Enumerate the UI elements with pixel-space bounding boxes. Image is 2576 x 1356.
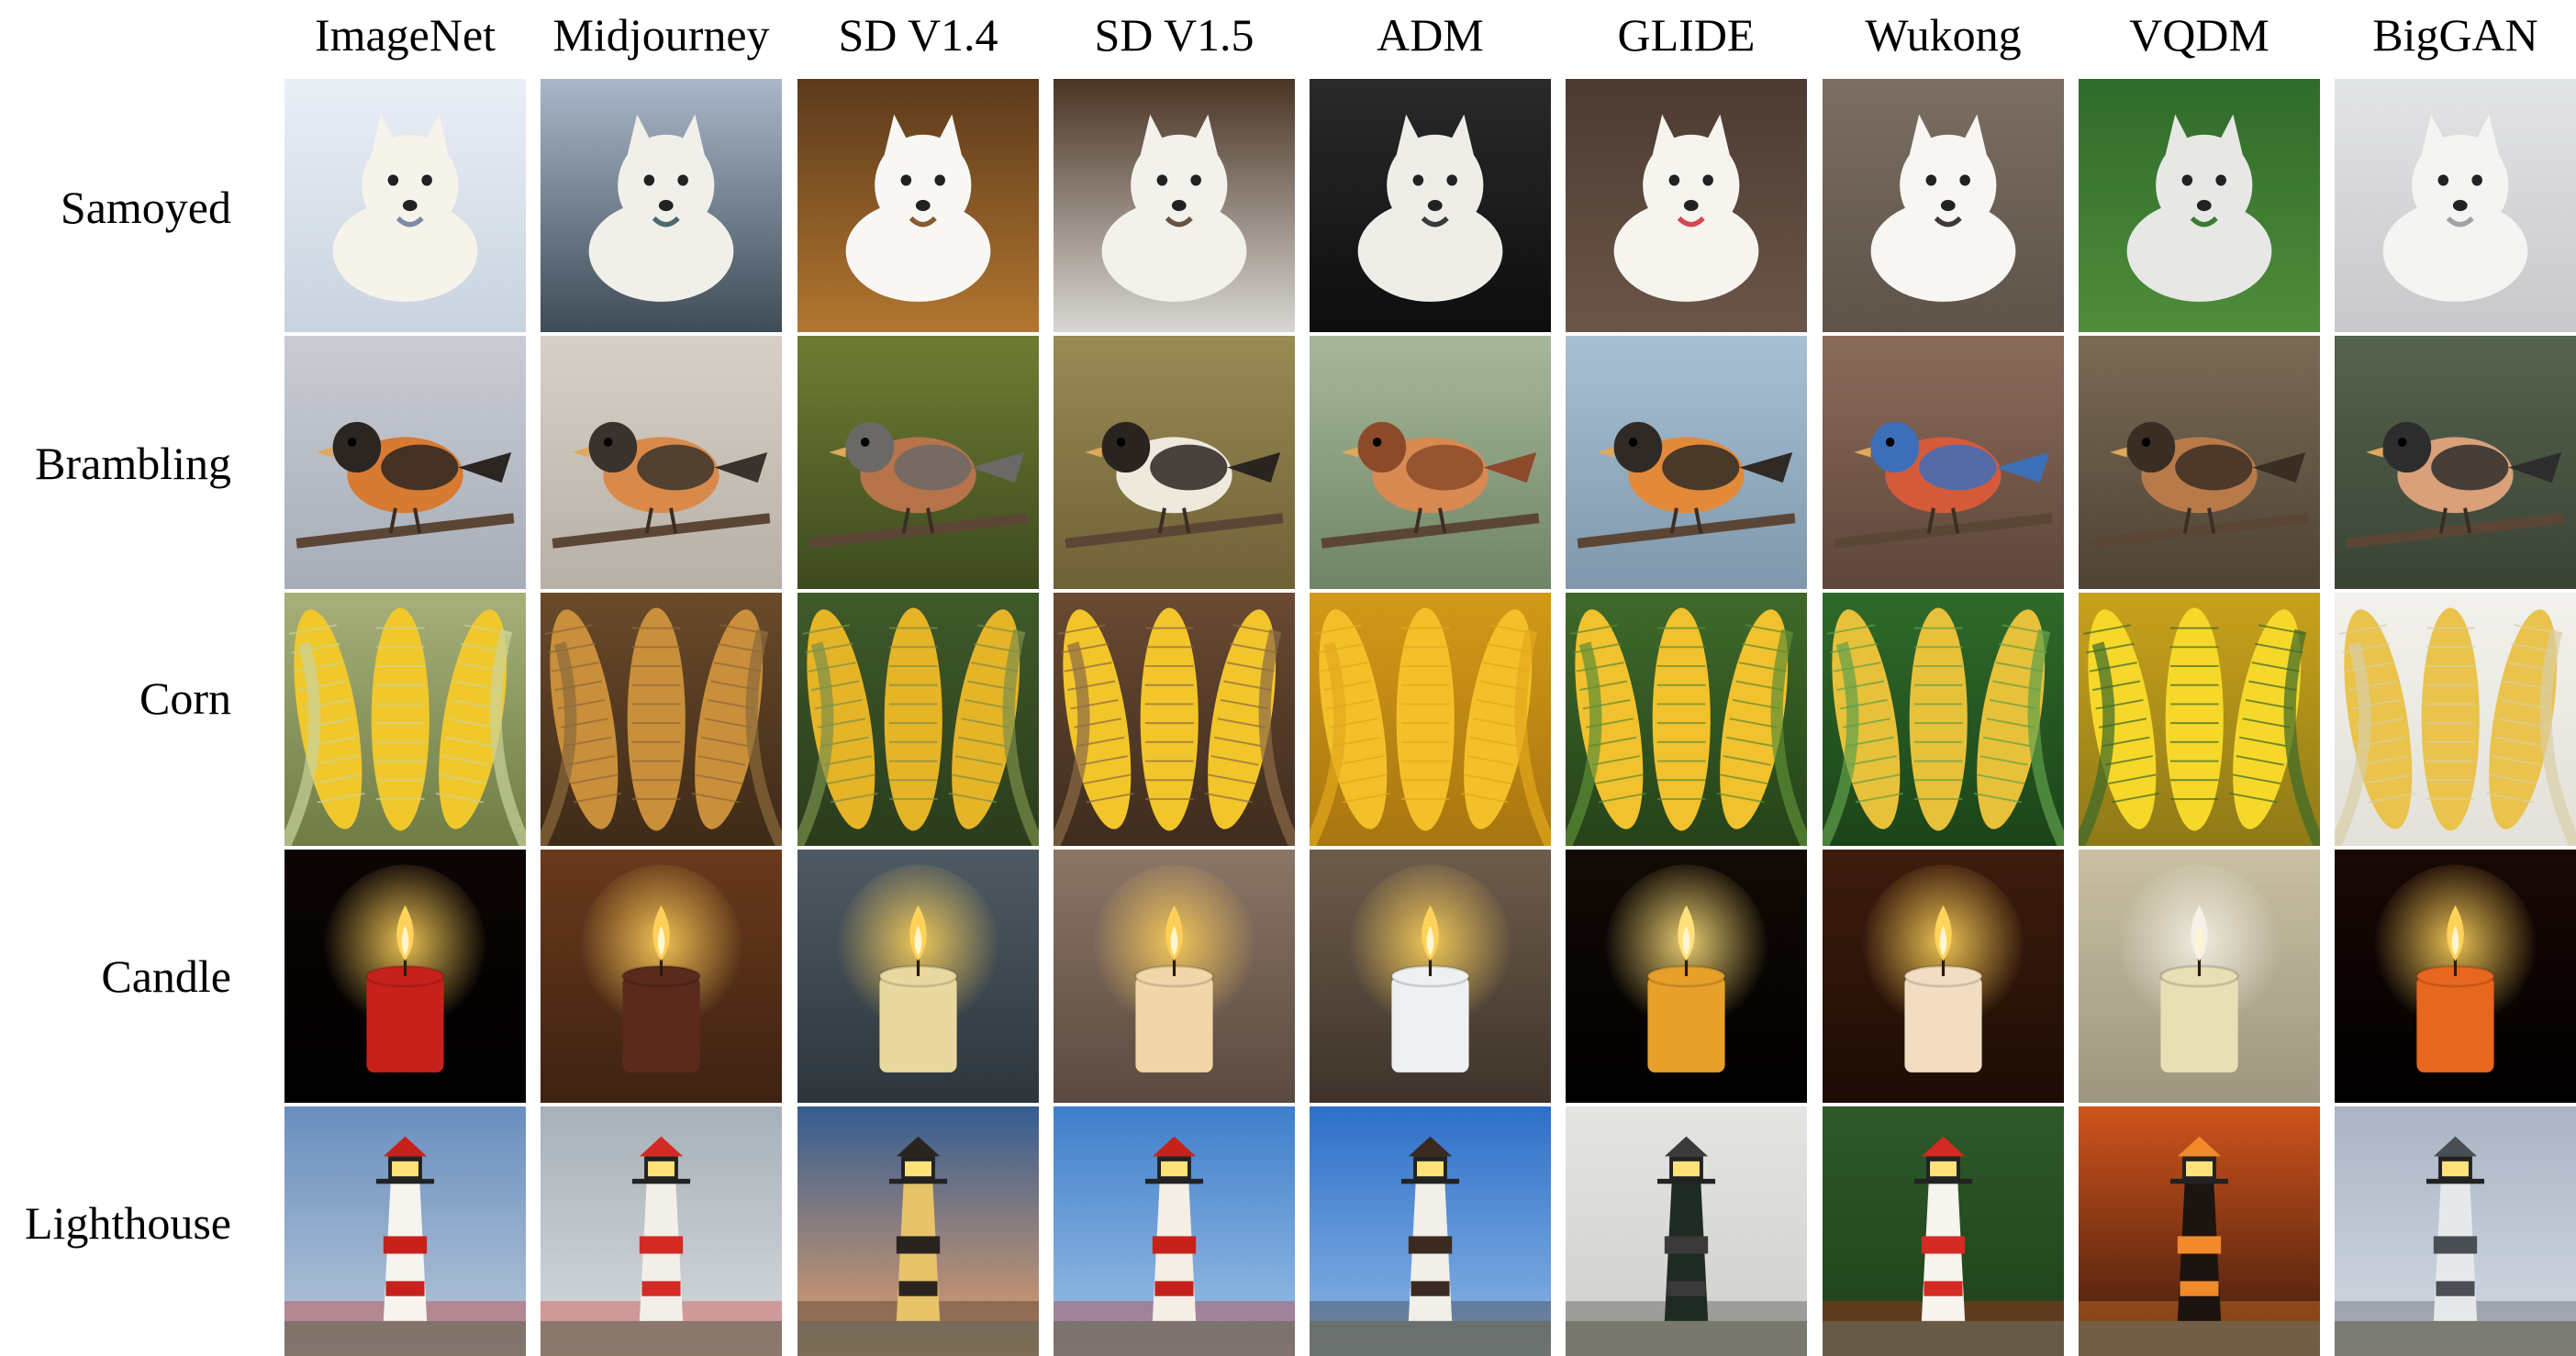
image-samoyed-glide [1566, 79, 1807, 332]
column-label-imagenet: ImageNet [314, 9, 496, 61]
image-corn-sd-v1-5 [1054, 593, 1295, 846]
image-brambling-wukong [1823, 336, 2064, 589]
image-lighthouse-biggan [2335, 1106, 2576, 1356]
column-label-sd-v1-4: SD V1.4 [838, 9, 998, 61]
column-label-biggan: BigGAN [2372, 9, 2538, 61]
image-corn-sd-v1-4 [797, 593, 1039, 846]
image-corn-biggan [2335, 593, 2576, 846]
image-samoyed-imagenet [284, 79, 526, 332]
image-corn-midjourney [541, 593, 782, 846]
image-lighthouse-imagenet [284, 1106, 526, 1356]
image-samoyed-adm [1310, 79, 1551, 332]
image-lighthouse-adm [1310, 1106, 1551, 1356]
image-samoyed-sd-v1-4 [797, 79, 1039, 332]
image-corn-vqdm [2079, 593, 2320, 846]
image-samoyed-biggan [2335, 79, 2576, 332]
row-label-corn: Corn [139, 672, 231, 724]
column-label-glide: GLIDE [1617, 9, 1756, 61]
image-candle-glide [1566, 850, 1807, 1103]
image-brambling-sd-v1-4 [797, 336, 1039, 589]
image-candle-biggan [2335, 850, 2576, 1103]
image-candle-imagenet [284, 850, 526, 1103]
column-label-midjourney: Midjourney [552, 9, 770, 61]
image-brambling-glide [1566, 336, 1807, 589]
column-label-adm: ADM [1377, 9, 1484, 61]
image-lighthouse-vqdm [2079, 1106, 2320, 1356]
image-corn-glide [1566, 593, 1807, 846]
image-candle-midjourney [541, 850, 782, 1103]
image-lighthouse-sd-v1-5 [1054, 1106, 1295, 1356]
image-brambling-vqdm [2079, 336, 2320, 589]
image-samoyed-midjourney [541, 79, 782, 332]
image-candle-adm [1310, 850, 1551, 1103]
image-samoyed-sd-v1-5 [1054, 79, 1295, 332]
column-label-sd-v1-5: SD V1.5 [1094, 9, 1255, 61]
image-candle-wukong [1823, 850, 2064, 1103]
image-corn-imagenet [284, 593, 526, 846]
image-brambling-sd-v1-5 [1054, 336, 1295, 589]
column-label-vqdm: VQDM [2129, 9, 2269, 61]
image-lighthouse-midjourney [541, 1106, 782, 1356]
image-corn-adm [1310, 593, 1551, 846]
image-candle-sd-v1-4 [797, 850, 1039, 1103]
image-brambling-imagenet [284, 336, 526, 589]
image-grid [284, 79, 2576, 1356]
image-samoyed-vqdm [2079, 79, 2320, 332]
row-label-samoyed: Samoyed [60, 182, 231, 233]
image-brambling-biggan [2335, 336, 2576, 589]
image-samoyed-wukong [1823, 79, 2064, 332]
image-brambling-adm [1310, 336, 1551, 589]
image-lighthouse-glide [1566, 1106, 1807, 1356]
image-lighthouse-sd-v1-4 [797, 1106, 1039, 1356]
row-label-lighthouse: Lighthouse [25, 1197, 231, 1249]
image-candle-vqdm [2079, 850, 2320, 1103]
image-brambling-midjourney [541, 336, 782, 589]
column-label-wukong: Wukong [1865, 9, 2022, 61]
column-header-row: ImageNet Midjourney SD V1.4 SD V1.5 ADM GLIDE… [0, 0, 2576, 79]
image-corn-wukong [1823, 593, 2064, 846]
image-lighthouse-wukong [1823, 1106, 2064, 1356]
image-candle-sd-v1-5 [1054, 850, 1295, 1103]
row-label-candle: Candle [101, 950, 231, 1002]
row-label-brambling: Brambling [35, 438, 231, 489]
